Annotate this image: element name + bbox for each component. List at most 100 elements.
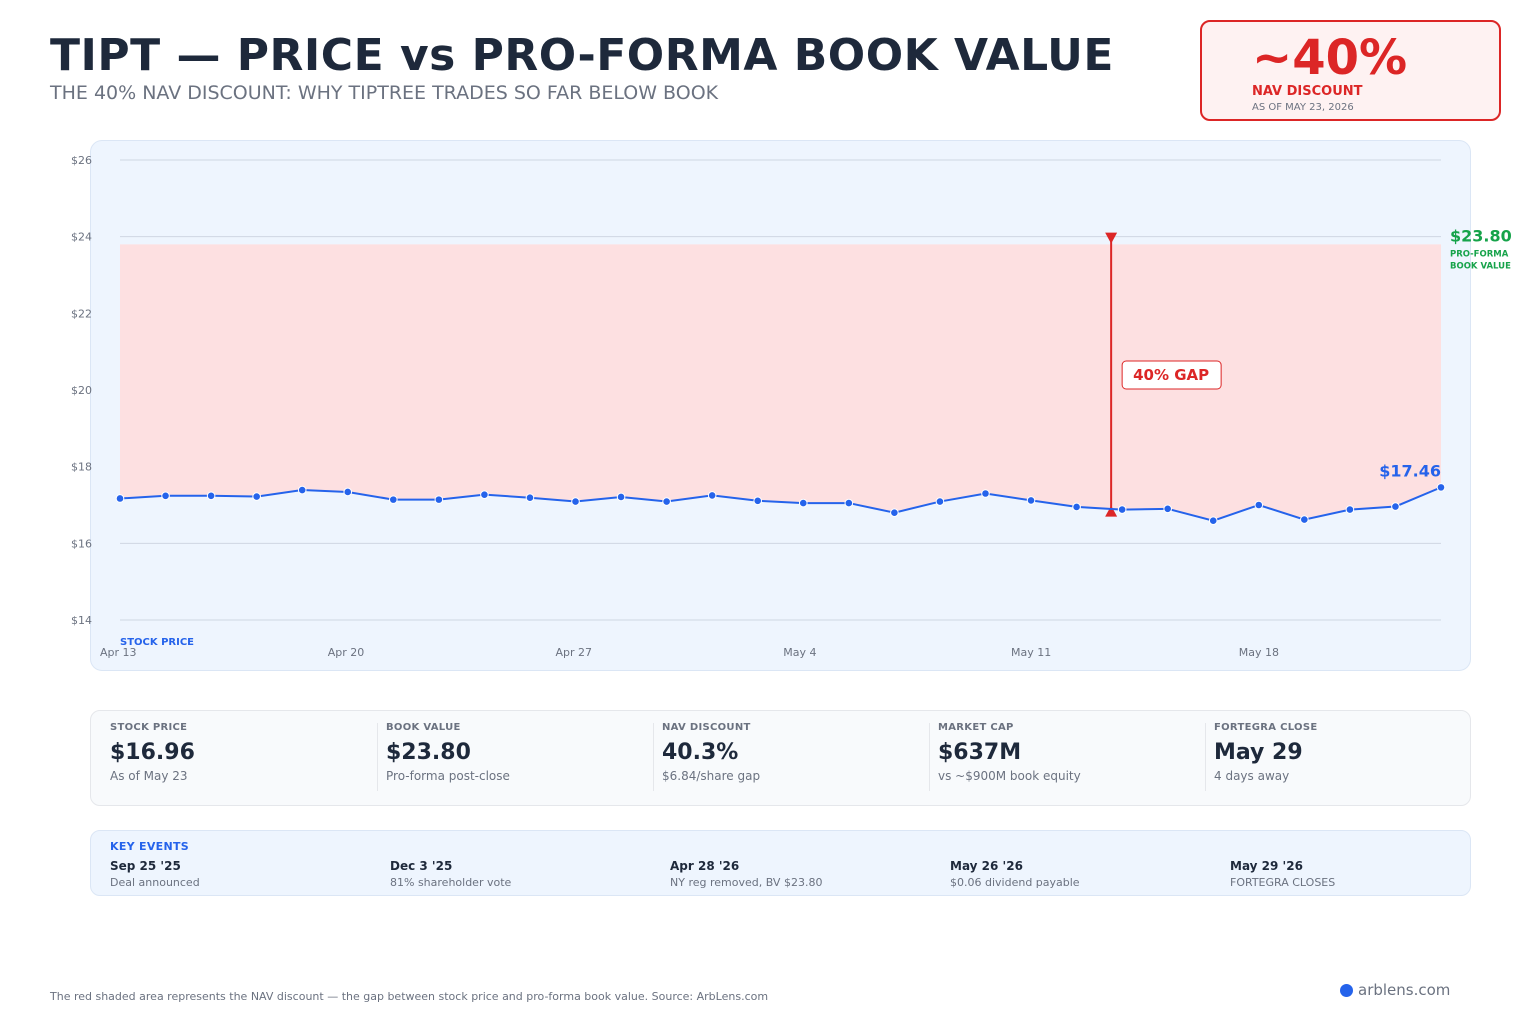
stock-price-point [1300, 515, 1309, 524]
stat-value: 40.3% [662, 740, 739, 765]
stock-price-line [119, 486, 1442, 522]
events-title: KEY EVENTS [110, 840, 190, 853]
y-tick-label: $18 [71, 461, 92, 474]
event-item: May 26 '26 $0.06 dividend payable [950, 859, 1080, 889]
stock-price-point [206, 491, 216, 501]
stat-sub: $6.84/share gap [662, 769, 761, 783]
stock-price-point [616, 492, 626, 502]
x-tick-label: Apr 20 [328, 646, 365, 659]
gap-label: 40% GAP [1133, 366, 1209, 384]
stat-divider [929, 723, 930, 791]
page-title: TIPT — PRICE vs PRO-FORMA BOOK VALUE [50, 30, 1114, 81]
stock-price-point [525, 493, 535, 503]
event-date: May 26 '26 [950, 859, 1023, 873]
stat-divider [1205, 723, 1206, 791]
stat-value: May 29 [1214, 740, 1303, 765]
stock-price-point [1391, 502, 1400, 511]
stat-value: $23.80 [386, 740, 471, 765]
stat-sub: 4 days away [1214, 769, 1290, 783]
last-price-label: $17.46 [1379, 461, 1441, 480]
brand-text: arblens.com [1358, 981, 1451, 999]
brand-dot-icon [1340, 983, 1353, 997]
event-item: May 29 '26 FORTEGRA CLOSES [1230, 859, 1335, 889]
x-tick-label: Apr 13 [100, 646, 137, 659]
y-tick-label: $24 [71, 231, 92, 244]
stock-price-point [753, 496, 763, 506]
event-desc: Deal announced [110, 876, 200, 889]
event-date: Dec 3 '25 [390, 859, 453, 873]
nav-discount-area [120, 244, 1441, 521]
stock-price-point [343, 487, 353, 497]
stock-price-point [1345, 505, 1355, 514]
stock-price-point [480, 490, 489, 499]
stock-price-point [434, 495, 444, 504]
y-tick-label: $14 [71, 614, 92, 627]
x-tick-label: May 4 [783, 646, 816, 659]
x-tick-label: Apr 27 [556, 646, 593, 659]
stats-panel: STOCK PRICE $16.96 As of May 23 BOOK VAL… [90, 710, 1471, 806]
y-tick-label: $26 [71, 154, 92, 167]
stock-price-point [389, 495, 398, 504]
stock-price-point [1163, 504, 1172, 514]
stock-price-point [571, 497, 580, 506]
price-chart: $14 $16 $18 $20 $22 $24 $26 Apr 13 Apr 20 Apr 27 M… [71, 154, 1512, 659]
stock-price-point [297, 485, 307, 495]
stock-price-point [707, 491, 717, 500]
stat-sub: Pro-forma post-close [386, 769, 510, 783]
stat-label: FORTEGRA CLOSE [1214, 722, 1318, 733]
x-tick-label: May 11 [1011, 646, 1051, 659]
stat-value: $637M [938, 740, 1022, 765]
stat-sub: vs ~$900M book equity [938, 769, 1081, 783]
stat-label: MARKET CAP [938, 722, 1014, 733]
stock-price-point [935, 497, 945, 506]
event-desc: NY reg removed, BV $23.80 [670, 876, 823, 889]
stock-price-point [252, 492, 261, 501]
stat-sub: As of May 23 [110, 769, 188, 783]
gap-arrow-bottom-icon [1105, 505, 1118, 517]
badge-label: NAV DISCOUNT [1252, 84, 1363, 99]
badge-value: ~40% [1252, 30, 1408, 86]
stock-price-point [115, 494, 125, 503]
book-value-label: $23.80 [1450, 226, 1512, 245]
badge-date: AS OF MAY 23, 2026 [1252, 102, 1354, 113]
stock-price-point [844, 498, 854, 508]
event-date: May 29 '26 [1230, 859, 1303, 873]
stock-price-point [890, 508, 899, 517]
event-desc: 81% shareholder vote [390, 876, 512, 889]
stock-price-point [1436, 483, 1446, 492]
stat-label: NAV DISCOUNT [662, 722, 751, 733]
page-subtitle: THE 40% NAV DISCOUNT: WHY TIPTREE TRADES… [50, 82, 719, 104]
y-tick-label: $16 [71, 537, 92, 550]
stock-price-point [798, 498, 808, 508]
footer-note: The red shaded area represents the NAV d… [50, 990, 769, 1003]
stat-divider [377, 723, 378, 791]
event-desc: $0.06 dividend payable [950, 876, 1080, 889]
book-value-caption: BOOK VALUE [1450, 261, 1511, 271]
stock-price-point [1117, 505, 1127, 514]
stock-price-point [662, 497, 671, 506]
event-desc: FORTEGRA CLOSES [1230, 876, 1336, 889]
stock-price-point [1072, 502, 1081, 512]
stat-label: BOOK VALUE [386, 722, 461, 733]
stat-value: $16.96 [110, 740, 195, 765]
event-item: Apr 28 '26 NY reg removed, BV $23.80 [670, 859, 822, 889]
gap-arrow-top-icon [1105, 232, 1118, 244]
book-value-caption: PRO-FORMA [1450, 249, 1509, 259]
brand-link[interactable]: arblens.com [1340, 981, 1450, 999]
series-label-stock-price: STOCK PRICE [120, 637, 194, 648]
event-date: Sep 25 '25 [110, 859, 181, 873]
stock-price-point [981, 489, 990, 498]
stock-price-point [1208, 516, 1218, 526]
stat-divider [653, 723, 654, 791]
stock-price-point [1026, 496, 1036, 505]
x-tick-label: May 18 [1239, 646, 1279, 659]
event-item: Dec 3 '25 81% shareholder vote [390, 859, 511, 889]
y-tick-label: $20 [71, 384, 92, 397]
y-tick-label: $22 [71, 307, 92, 320]
stat-label: STOCK PRICE [110, 722, 188, 733]
stock-price-point [1254, 500, 1264, 510]
stock-price-point [161, 491, 170, 501]
gap-label-box [1121, 360, 1222, 390]
key-events-panel: KEY EVENTS Sep 25 '25 Deal announced Dec… [90, 830, 1471, 896]
event-date: Apr 28 '26 [670, 859, 740, 873]
